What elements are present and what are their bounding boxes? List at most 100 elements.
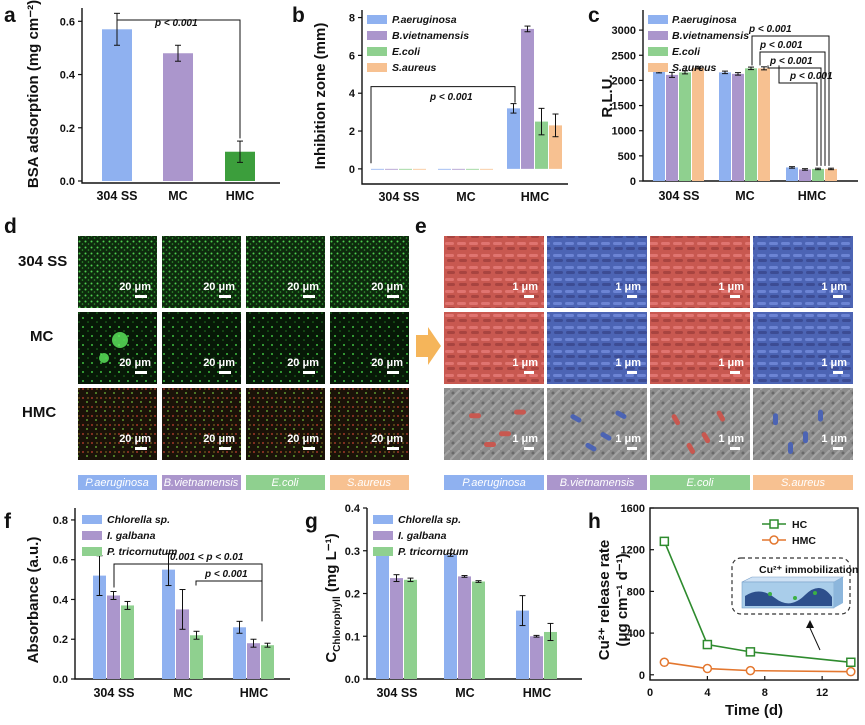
panel-b-legend-swatch xyxy=(367,63,387,72)
scale-bar xyxy=(627,447,637,450)
panel-f-bar xyxy=(93,575,106,679)
inset-frame xyxy=(731,557,851,615)
inset-dot xyxy=(768,592,772,596)
panel-f-significance-bracket xyxy=(195,580,263,618)
scale-bar xyxy=(524,371,534,374)
panel-g-ytick-label: 0.0 xyxy=(345,674,360,686)
sem-bacterium xyxy=(773,413,778,426)
scale-bar-label: 1 μm xyxy=(512,281,538,293)
panel-b-bar xyxy=(438,168,451,170)
panel-c-bar xyxy=(653,71,665,181)
panel-b-bar xyxy=(521,28,534,169)
panel-h-series-line xyxy=(664,661,851,673)
sem-bacterium xyxy=(788,442,793,454)
panel-d-row-label: 304 SS xyxy=(18,253,67,270)
panel-g-bar xyxy=(516,610,529,679)
panel-c-bar xyxy=(666,74,678,181)
scale-bar-label: 20 μm xyxy=(203,433,235,445)
scale-bar-label: 1 μm xyxy=(718,433,744,445)
panel-a-ytick-label: 0.6 xyxy=(60,16,75,28)
panel-h-frame xyxy=(649,507,859,681)
panel-f-bar xyxy=(261,645,274,679)
panel-h-ylabel-line1: Cu²⁺ release rate xyxy=(596,540,613,660)
panel-e-strip-label: E.coli xyxy=(687,477,714,489)
scale-bar xyxy=(387,295,399,298)
panel-d-row-label: HMC xyxy=(22,404,56,421)
panel-f-ylabel: Absorbance (a.u.) xyxy=(25,537,42,664)
panel-b-category-label: 304 SS xyxy=(378,190,419,204)
panel-d-row-label: MC xyxy=(30,328,53,345)
panel-e-strip-label: S.aureus xyxy=(781,477,826,489)
panel-h-legend-label: HC xyxy=(792,519,808,531)
panel-label-d: d xyxy=(4,215,17,238)
fluorescence-cluster xyxy=(99,353,109,363)
panel-g-bar xyxy=(458,576,471,679)
panel-f-legend-label: P. tricornutum xyxy=(107,546,177,558)
scale-bar-label: 20 μm xyxy=(287,281,319,293)
panel-g-ytick-label: 0.2 xyxy=(345,589,360,601)
panel-label-b: b xyxy=(292,4,305,27)
panel-a-bar xyxy=(102,29,132,181)
scale-bar-label: 1 μm xyxy=(821,357,847,369)
panel-f-bar xyxy=(190,635,203,679)
panel-g-legend-swatch xyxy=(373,547,393,556)
panel-c-ytick-label: 0 xyxy=(630,176,636,188)
scale-bar-label: 1 μm xyxy=(821,281,847,293)
panel-b-bar xyxy=(399,168,412,170)
panel-h-xtick-label: 4 xyxy=(704,687,711,699)
panel-g-legend-label: Chlorella sp. xyxy=(398,514,461,526)
scale-bar-label: 20 μm xyxy=(119,433,151,445)
panel-h-ytick-label: 800 xyxy=(627,586,645,598)
panel-b-legend-swatch xyxy=(367,15,387,24)
panel-d-strip-cell xyxy=(330,475,409,490)
scale-bar-label: 1 μm xyxy=(718,357,744,369)
sem-bacterium xyxy=(818,409,823,422)
panel-f-legend-label: I. galbana xyxy=(107,530,156,542)
panel-d-strip-label: E.coli xyxy=(272,477,299,489)
panel-c-pvalue: p < 0.001 xyxy=(748,24,792,35)
panel-a-bar xyxy=(163,53,193,181)
panel-f-legend-swatch xyxy=(82,515,102,524)
scale-bar xyxy=(135,447,147,450)
panel-h-xlabel: Time (d) xyxy=(725,702,783,719)
scale-bar-label: 20 μm xyxy=(119,281,151,293)
panel-c-pvalue: p < 0.001 xyxy=(769,56,813,67)
panel-f-bar xyxy=(121,605,134,679)
scale-bar-label: 1 μm xyxy=(512,433,538,445)
scale-bar-label: 1 μm xyxy=(821,433,847,445)
scale-bar-label: 20 μm xyxy=(371,281,403,293)
scale-bar xyxy=(219,371,231,374)
inset-coating-side xyxy=(834,577,843,608)
panel-h-point xyxy=(745,665,756,676)
scale-bar xyxy=(627,371,637,374)
inset-dot xyxy=(813,591,817,595)
panel-g-legend-label: P. tricornutum xyxy=(398,546,468,558)
scale-bar xyxy=(387,447,399,450)
panel-c-ytick-label: 3000 xyxy=(612,25,636,37)
panel-c-bar xyxy=(692,67,704,181)
panel-h-ytick-label: 1600 xyxy=(621,503,645,515)
panel-f-ytick-label: 0.4 xyxy=(53,594,69,606)
panel-e-strip-cell xyxy=(547,475,647,490)
panel-c-category-label: MC xyxy=(735,189,754,203)
panel-g-legend-swatch xyxy=(373,515,393,524)
panel-g-bar xyxy=(376,553,389,679)
panel-f-ytick-label: 0.6 xyxy=(53,555,68,567)
scale-bar xyxy=(219,447,231,450)
panel-a-category-label: 304 SS xyxy=(96,189,137,203)
panel-c-category-label: 304 SS xyxy=(658,189,699,203)
panel-c-legend-swatch xyxy=(648,47,668,56)
scale-bar xyxy=(135,371,147,374)
panel-h-point xyxy=(702,639,713,650)
panel-g-bar xyxy=(472,581,485,679)
scale-bar xyxy=(730,295,740,298)
panel-g-ytick-label: 0.3 xyxy=(345,546,360,558)
panel-label-a: a xyxy=(4,4,16,27)
panel-f-bar xyxy=(162,569,175,679)
scale-bar-label: 20 μm xyxy=(287,433,319,445)
panel-a-ytick-label: 0.0 xyxy=(60,176,75,188)
panel-f-bar xyxy=(247,643,260,679)
inset-particles xyxy=(745,587,832,606)
panel-e-strip-cell xyxy=(753,475,853,490)
panel-h-inset: Cu²⁺ immobilization xyxy=(731,557,858,651)
